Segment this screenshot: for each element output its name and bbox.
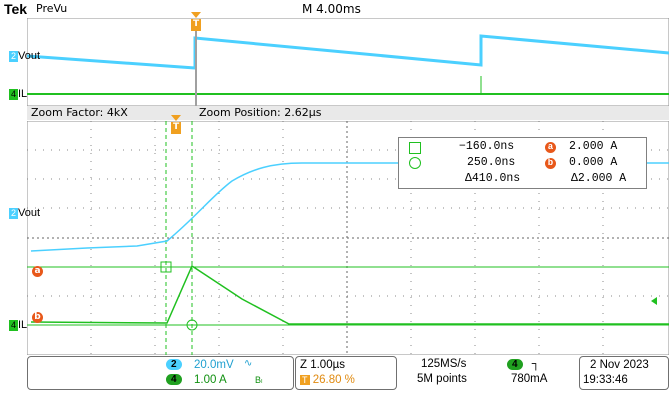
cursor-readout-panel: −160.0ns a 2.000 A 250.0ns b 0.000 A Δ41… — [398, 137, 647, 189]
ch4-offset-arrow-icon — [651, 297, 657, 305]
trigger-settings[interactable]: 4 ┐ — [507, 358, 540, 370]
ch2-coupling-icon: ∿ — [244, 358, 253, 369]
main-ch4-trace — [30, 264, 669, 325]
sample-rate: 125MS/s — [421, 358, 467, 370]
overview-waveform-panel[interactable]: T — [26, 12, 669, 107]
ch2-marker-icon: 2 — [9, 50, 18, 62]
main-trigger-marker[interactable]: T — [171, 115, 181, 140]
trigger-arrow-icon — [171, 115, 181, 134]
bottom-status-bar: 2 20.0mV ∿ 4 1.00 A Bₗ Z 1.00µs T 26.80 … — [27, 356, 669, 390]
trigger-slope-icon: ┐ — [531, 358, 540, 370]
main-timebase: M 4.00ms — [302, 2, 361, 16]
overview-ch2-label: 2 Vout — [9, 50, 41, 62]
top-status-bar: Tek PreVu M 4.00ms — [0, 0, 669, 18]
trigger-source-badge: 4 — [507, 359, 523, 370]
cursor-a-label[interactable]: a — [32, 262, 43, 277]
cursor-a-marker[interactable] — [160, 261, 172, 273]
ch4-marker-icon: 4 — [9, 319, 18, 331]
cursor-a-square-icon — [409, 142, 421, 154]
overview-trigger-marker[interactable]: T — [191, 12, 201, 37]
cursor-b-label[interactable]: b — [32, 308, 43, 323]
trigger-position: T 26.80 % — [300, 374, 355, 386]
center-crosshair — [27, 121, 669, 355]
cursor-a-time: −160.0ns — [459, 140, 515, 153]
cursor-b-time: 250.0ns — [467, 156, 516, 169]
overview-ch2-trace — [26, 34, 669, 70]
cursor-b-value-icon: b — [545, 156, 556, 169]
cursor-b-icon: b — [32, 312, 43, 323]
horizontal-settings-box[interactable]: Z 1.00µs T 26.80 % — [295, 356, 397, 390]
cursor-a-value: 2.000 A — [569, 140, 618, 153]
record-length: 5M points — [417, 373, 467, 385]
cursor-a-icon: a — [32, 266, 43, 277]
cursor-b-marker[interactable] — [186, 319, 198, 331]
cursor-b-circle-icon — [409, 157, 421, 169]
trigger-arrow-icon — [191, 12, 201, 31]
zoom-info-bar: Zoom Factor: 4kX Zoom Position: 2.62µs — [27, 106, 669, 120]
date: 2 Nov 2023 — [590, 359, 649, 371]
overview-plot — [26, 17, 669, 107]
channel-settings-box[interactable]: 2 20.0mV ∿ 4 1.00 A Bₗ — [27, 356, 294, 390]
cursor-a-value-icon: a — [545, 140, 556, 153]
main-waveform-display[interactable]: T — [26, 115, 669, 356]
main-ch2-trace — [30, 162, 669, 252]
time: 19:33:46 — [583, 374, 628, 386]
overview-ch4-label: 4 IL — [9, 88, 28, 100]
main-ch4-label: 4 IL — [9, 319, 28, 331]
trigger-level: 780mA — [511, 373, 548, 385]
ch2-badge: 2 — [166, 359, 182, 370]
datetime-box: 2 Nov 2023 19:33:46 — [579, 356, 669, 390]
ch2-scale: 20.0mV — [194, 359, 234, 371]
ch4-marker-icon: 4 — [9, 88, 18, 100]
ch4-scale: 1.00 A — [194, 374, 227, 386]
zoom-factor: Zoom Factor: 4kX — [31, 106, 128, 119]
trigger-pos-icon: T — [300, 375, 310, 385]
zoom-timebase: Z 1.00µs — [300, 359, 345, 371]
main-ch2-label: 2 Vout — [9, 207, 41, 219]
bandwidth-limit-icon: Bₗ — [255, 375, 263, 385]
acquisition-mode: PreVu — [36, 2, 68, 15]
ch2-marker-icon: 2 — [9, 207, 18, 219]
brand-logo: Tek — [4, 1, 28, 17]
cursor-b-value: 0.000 A — [569, 156, 618, 169]
ch4-badge: 4 — [166, 374, 182, 385]
cursor-delta-time: Δ410.0ns — [465, 172, 521, 185]
zoom-position: Zoom Position: 2.62µs — [199, 106, 322, 119]
cursor-delta-value: Δ2.000 A — [571, 172, 627, 185]
